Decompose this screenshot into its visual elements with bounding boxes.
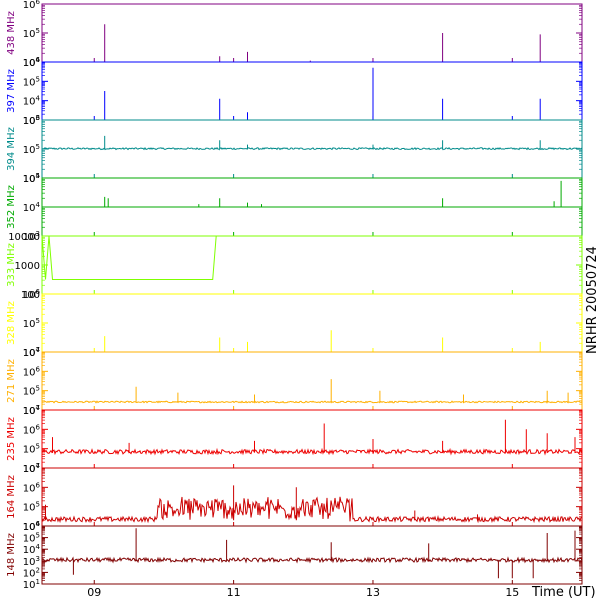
y-tick-label: 106 [23,114,41,127]
panel-frequency-label: 397 MHz [6,69,17,113]
station-date-label: NRHR 20050724 [585,246,600,354]
y-tick-label: 105 [23,75,40,88]
y-tick-label: 106 [23,0,41,11]
y-tick-label: 105 [23,501,40,514]
y-tick-label: 105 [23,143,40,156]
series-line [42,24,582,63]
y-tick-label: 105 [23,317,40,330]
panel-frame [41,525,583,585]
panel-frequency-label: 148 MHz [6,533,17,577]
series-line [42,330,582,353]
series-line [42,67,582,121]
panel-frequency-label: 271 MHz [6,359,17,403]
y-tick-label: 104 [23,95,41,108]
x-tick-label: 13 [366,586,380,599]
y-tick-label: 106 [23,365,41,378]
time-axis: 09 11 13 15 [87,586,519,599]
y-tick-label: 1000 [15,261,40,272]
series-line [41,485,583,524]
series-line [41,379,583,404]
panel-frame [41,3,583,63]
x-axis-label: Time (UT) [531,585,596,600]
y-tick-label: 107 [23,346,40,359]
y-tick-label: 105 [23,172,40,185]
panel-frequency-label: 328 MHz [6,301,17,345]
y-tick-label: 105 [23,27,40,40]
series-line [41,235,582,280]
panel-frequency-label: 394 MHz [6,127,17,171]
panel-frame [41,293,583,353]
panel-frequency-label: 333 MHz [6,243,17,287]
y-tick-label: 10000 [8,232,40,243]
panel-frame [41,351,583,411]
y-tick-label: 104 [23,201,41,214]
x-tick-label: 11 [227,586,241,599]
panel-frequency-label: 352 MHz [6,185,17,229]
y-tick-label: 105 [23,443,40,456]
series-line [41,419,583,456]
panel-frequency-label: 164 MHz [6,475,17,519]
panel-frame [41,61,583,121]
y-tick-label: 106 [23,56,41,69]
y-tick-label: 106 [23,481,41,494]
panel-frequency-label: 235 MHz [6,417,17,461]
series-line [42,180,582,208]
x-tick-label: 15 [505,586,519,599]
y-tick-label: 100 [21,290,40,301]
series-line [41,135,583,151]
panel-frame [41,235,583,295]
x-tick-label: 09 [87,586,101,599]
y-tick-label: 101 [23,578,40,591]
y-tick-label: 105 [23,385,40,398]
y-tick-label: 107 [23,404,40,417]
panel-frame [41,409,583,469]
panel-frequency-label: 438 MHz [6,11,17,55]
series-line [41,528,583,579]
y-tick-label: 106 [23,423,41,436]
y-tick-label: 107 [23,462,40,475]
